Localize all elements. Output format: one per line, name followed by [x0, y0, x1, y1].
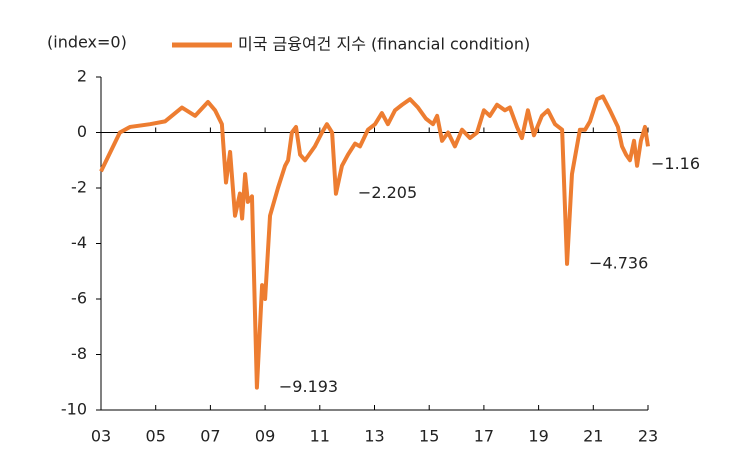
- y-tick-label: -10: [61, 400, 87, 419]
- x-tick-label: 15: [419, 427, 439, 446]
- series-line: [99, 94, 650, 390]
- y-tick-label: -8: [71, 344, 87, 363]
- x-tick-label: 23: [638, 427, 658, 446]
- y-unit-label: (index=0): [47, 33, 127, 52]
- y-tick-label: -4: [71, 233, 87, 252]
- x-tick-label: 03: [91, 427, 111, 446]
- y-tick-label: 0: [77, 122, 87, 141]
- x-tick-label: 07: [200, 427, 220, 446]
- x-tick-label: 19: [528, 427, 548, 446]
- x-tick-label: 09: [255, 427, 275, 446]
- x-tick-label: 17: [474, 427, 494, 446]
- annotation: −1.16: [651, 154, 700, 173]
- annotation: −4.736: [589, 253, 648, 272]
- y-tick-label: -2: [71, 178, 87, 197]
- legend-label: 미국 금융여건 지수 (financial condition): [238, 35, 530, 54]
- x-tick-label: 13: [364, 427, 384, 446]
- x-tick-label: 11: [310, 427, 330, 446]
- y-tick-label: -6: [71, 289, 87, 308]
- x-tick-label: 21: [583, 427, 603, 446]
- y-tick-label: 2: [77, 67, 87, 86]
- annotation: −9.193: [279, 377, 338, 396]
- annotation: −2.205: [358, 183, 417, 202]
- x-tick-label: 05: [146, 427, 166, 446]
